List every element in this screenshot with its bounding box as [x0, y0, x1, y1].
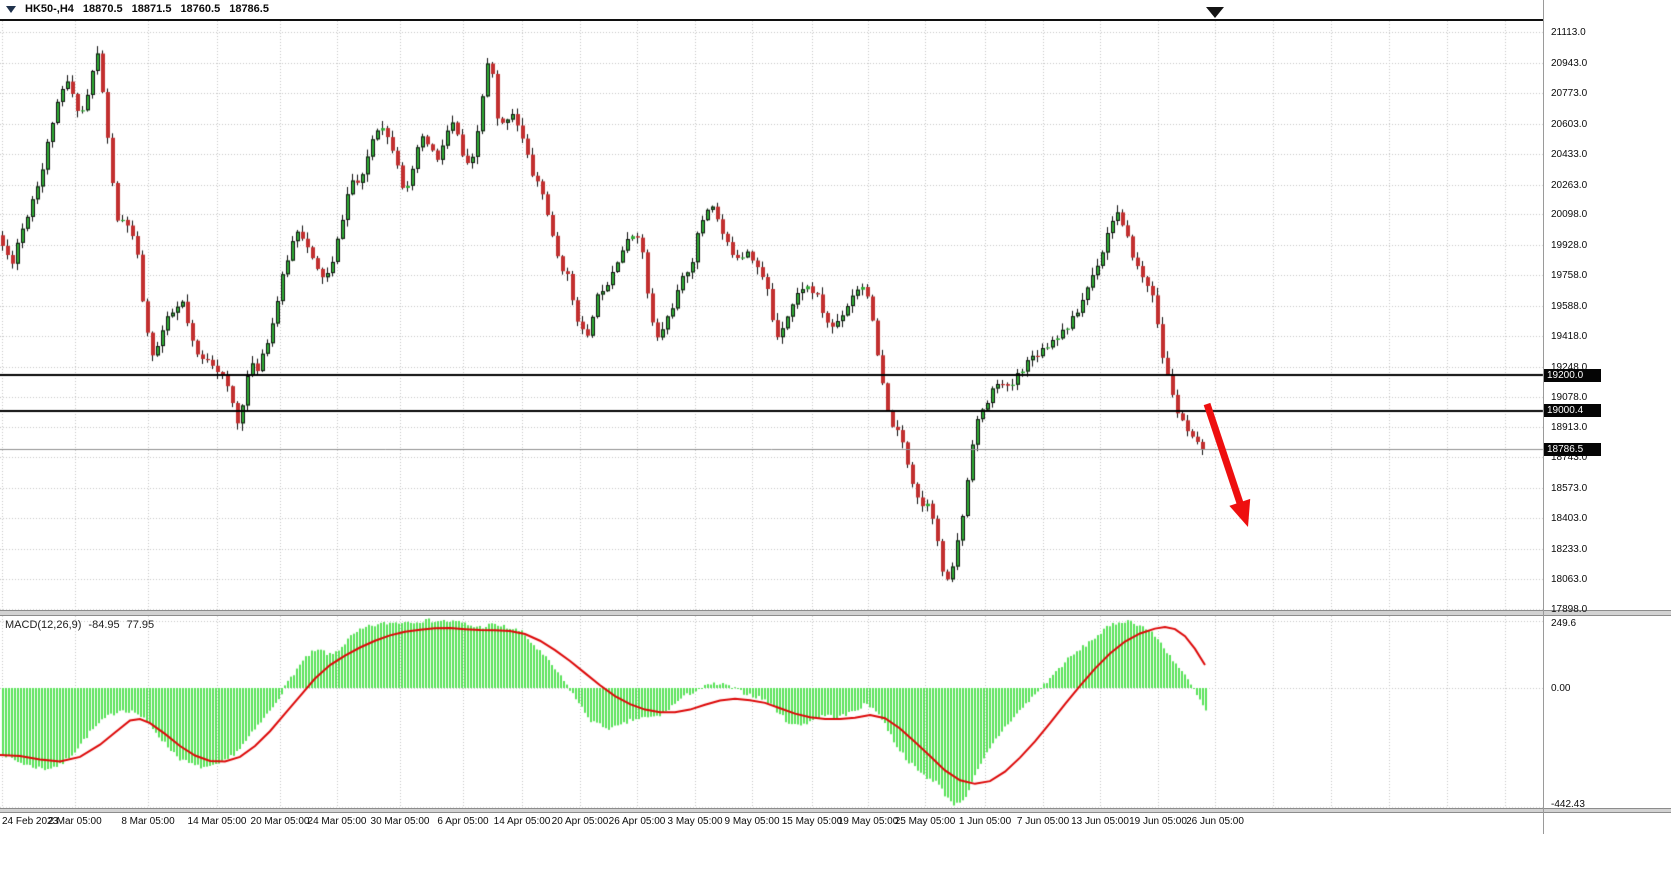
time-axis-label: 19 Jun 05:00	[1129, 816, 1187, 827]
macd-name: MACD(12,26,9)	[5, 619, 82, 631]
time-axis-label: 7 Jun 05:00	[1016, 816, 1070, 827]
chart-shift-marker[interactable]	[1206, 7, 1224, 18]
price-axis-label: 19928.0	[1551, 239, 1588, 251]
price-axis-label: 20603.0	[1551, 118, 1588, 130]
time-axis[interactable]: 24 Feb 2023 2 Mar 05:00 8 Mar 05:00 14 Mar …	[0, 814, 1560, 836]
price-tag: 18786.5	[1544, 442, 1601, 456]
time-axis-label: 20 Mar 05:00	[250, 816, 310, 827]
price-axis-label: 20263.0	[1551, 179, 1588, 191]
price-axis-label: 18403.0	[1551, 513, 1588, 525]
price-axis-label: 21113.0	[1551, 27, 1586, 39]
price-axis-label: 18233.0	[1551, 543, 1588, 555]
macd-axis-label: -442.43	[1551, 799, 1585, 810]
quote-open: 18870.5	[82, 3, 123, 15]
price-axis-label: 19588.0	[1551, 300, 1588, 312]
time-axis-label: 20 Apr 05:00	[551, 816, 609, 827]
price-axis-border	[1543, 0, 1544, 834]
time-axis-label: 15 May 05:00	[781, 816, 843, 827]
time-axis-label: 19 May 05:00	[837, 816, 899, 827]
time-axis-label: 24 Feb 2023	[2, 816, 59, 827]
panel-separator[interactable]	[0, 610, 1671, 616]
time-axis-label: 30 Mar 05:00	[370, 816, 430, 827]
arrow-head	[1229, 498, 1251, 527]
price-axis-label: 18913.0	[1551, 421, 1588, 433]
price-axis-label: 20773.0	[1551, 88, 1588, 100]
panel-separator[interactable]	[0, 808, 1671, 813]
time-axis-label: 26 Jun 05:00	[1186, 816, 1244, 827]
macd-indicator-label: MACD(12,26,9) -84.95 77.95	[5, 619, 161, 631]
time-axis-label: 24 Mar 05:00	[307, 816, 367, 827]
price-axis[interactable]: 21113.0 20943.0 20773.0 20603.0 20433.0 20263…	[1547, 0, 1671, 834]
quote-high: 18871.5	[131, 3, 172, 15]
symbol-info-bar: HK50-,H4 18870.5 18871.5 18760.5 18786.5	[6, 3, 269, 15]
time-axis-label: 14 Mar 05:00	[187, 816, 247, 827]
price-axis-label: 19758.0	[1551, 270, 1588, 282]
macd-axis-label: 0.00	[1551, 683, 1571, 694]
macd-axis-label: 249.6	[1551, 618, 1577, 629]
price-axis-label: 18743.0	[1551, 452, 1588, 464]
chart-top-border	[0, 19, 1543, 21]
time-axis-label: 2 Mar 05:00	[48, 816, 102, 827]
time-axis-label: 25 May 05:00	[894, 816, 956, 827]
price-axis-label: 20098.0	[1551, 209, 1588, 221]
time-axis-label: 1 Jun 05:00	[958, 816, 1012, 827]
symbol-dropdown-icon[interactable]	[6, 5, 16, 13]
time-axis-label: 13 Jun 05:00	[1071, 816, 1129, 827]
price-tag: 19000.4	[1544, 404, 1601, 418]
price-axis-label: 18573.0	[1551, 482, 1588, 494]
symbol-timeframe: HK50-,H4	[25, 3, 74, 15]
price-axis-label: 18063.0	[1551, 573, 1588, 585]
quote-low: 18760.5	[180, 3, 221, 15]
arrow-shaft	[1203, 402, 1245, 508]
time-axis-label: 26 Apr 05:00	[608, 816, 666, 827]
price-axis-label: 19418.0	[1551, 331, 1588, 343]
price-axis-label: 20433.0	[1551, 149, 1588, 161]
price-axis-label: 20943.0	[1551, 57, 1588, 69]
time-axis-label: 8 Mar 05:00	[121, 816, 175, 827]
price-axis-label: 17898.0	[1551, 603, 1588, 615]
time-axis-label: 14 Apr 05:00	[493, 816, 551, 827]
macd-main-value: -84.95	[88, 619, 120, 631]
time-axis-label: 9 May 05:00	[724, 816, 780, 827]
price-tag: 19200.0	[1544, 368, 1601, 382]
price-axis-label: 19078.0	[1551, 391, 1588, 403]
quote-close: 18786.5	[229, 3, 269, 15]
time-axis-label: 3 May 05:00	[667, 816, 723, 827]
price-axis-label: 19248.0	[1551, 361, 1588, 373]
macd-signal-value: 77.95	[126, 619, 155, 631]
time-axis-label: 6 Apr 05:00	[437, 816, 489, 827]
